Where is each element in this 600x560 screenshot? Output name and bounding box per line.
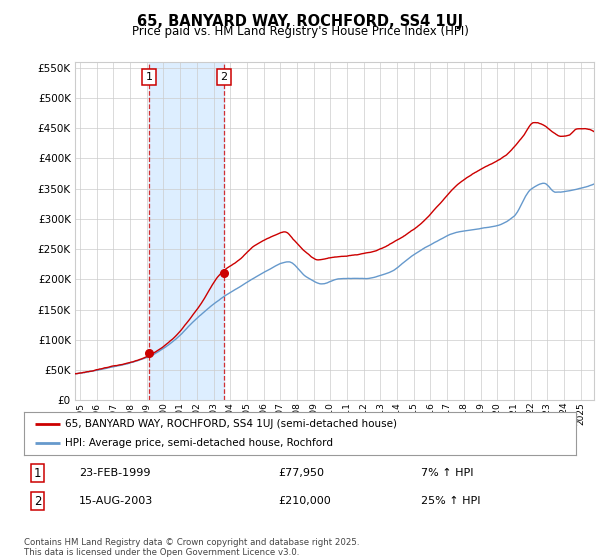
Text: 7% ↑ HPI: 7% ↑ HPI <box>421 468 474 478</box>
Text: 25% ↑ HPI: 25% ↑ HPI <box>421 496 481 506</box>
Text: 1: 1 <box>146 72 152 82</box>
Text: HPI: Average price, semi-detached house, Rochford: HPI: Average price, semi-detached house,… <box>65 438 334 448</box>
Text: 1: 1 <box>34 466 41 480</box>
Text: 15-AUG-2003: 15-AUG-2003 <box>79 496 154 506</box>
Text: 65, BANYARD WAY, ROCHFORD, SS4 1UJ: 65, BANYARD WAY, ROCHFORD, SS4 1UJ <box>137 14 463 29</box>
Text: £210,000: £210,000 <box>278 496 331 506</box>
Text: £77,950: £77,950 <box>278 468 324 478</box>
Text: 23-FEB-1999: 23-FEB-1999 <box>79 468 151 478</box>
Bar <box>149 62 224 400</box>
Text: Contains HM Land Registry data © Crown copyright and database right 2025.
This d: Contains HM Land Registry data © Crown c… <box>24 538 359 557</box>
Text: 2: 2 <box>34 494 41 508</box>
Text: 2: 2 <box>220 72 227 82</box>
Text: 65, BANYARD WAY, ROCHFORD, SS4 1UJ (semi-detached house): 65, BANYARD WAY, ROCHFORD, SS4 1UJ (semi… <box>65 419 397 429</box>
Text: Price paid vs. HM Land Registry's House Price Index (HPI): Price paid vs. HM Land Registry's House … <box>131 25 469 38</box>
